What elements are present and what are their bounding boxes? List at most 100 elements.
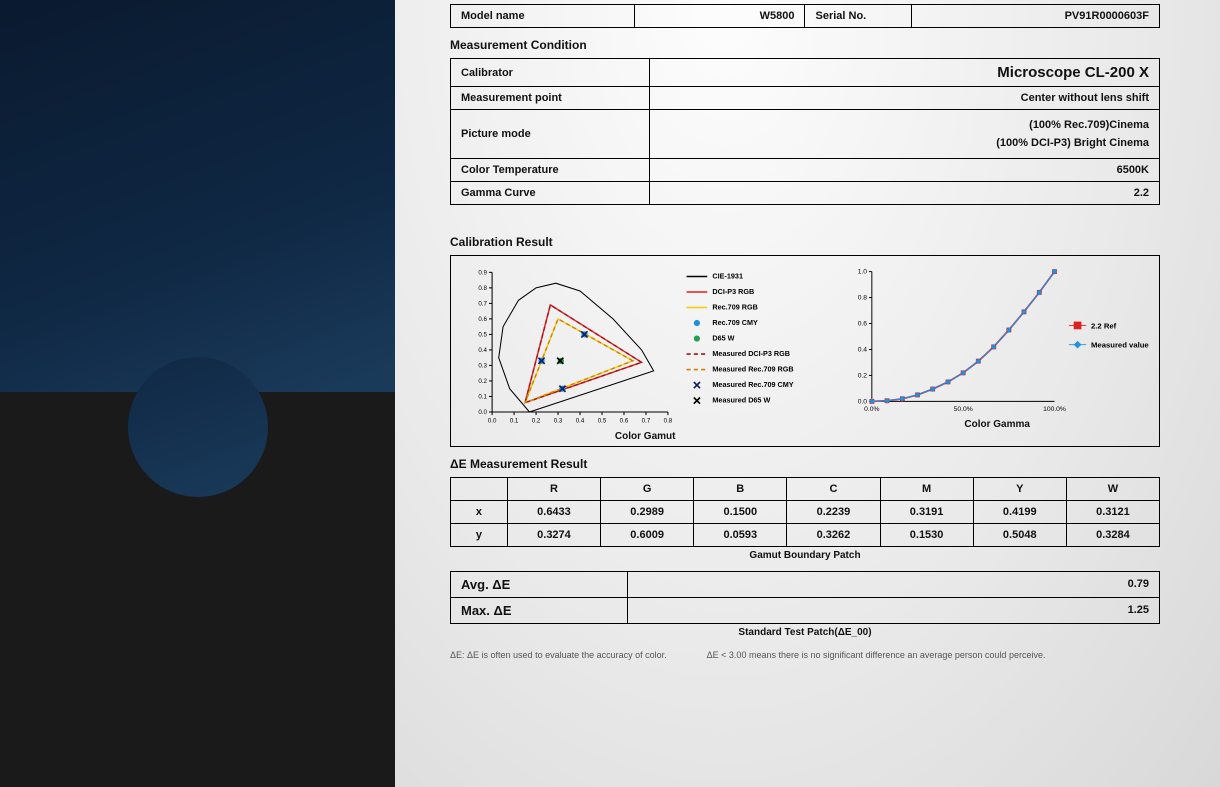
pmode-line1: (100% Rec.709)Cinema bbox=[660, 119, 1149, 131]
de-cell-1-1: 0.3274 bbox=[507, 523, 600, 546]
gamut-caption: Color Gamut bbox=[459, 431, 831, 442]
gamma-caption: Color Gamma bbox=[843, 419, 1151, 430]
svg-text:Measured Rec.709 RGB: Measured Rec.709 RGB bbox=[712, 365, 793, 374]
avg-label: Avg. ΔE bbox=[451, 571, 628, 597]
svg-text:0.1: 0.1 bbox=[510, 417, 519, 424]
svg-text:0.4: 0.4 bbox=[858, 346, 868, 353]
de-table: RGBCMYW x0.64330.29890.15000.22390.31910… bbox=[450, 477, 1160, 547]
svg-text:0.4: 0.4 bbox=[478, 347, 487, 354]
svg-text:0.8: 0.8 bbox=[858, 294, 868, 301]
de-cell-1-5: 0.1530 bbox=[880, 523, 973, 546]
calres-title: Calibration Result bbox=[450, 235, 1160, 249]
svg-text:0.4: 0.4 bbox=[576, 417, 585, 424]
svg-text:0.7: 0.7 bbox=[642, 417, 651, 424]
svg-text:Measured DCI-P3 RGB: Measured DCI-P3 RGB bbox=[712, 349, 790, 358]
summary-caption: Standard Test Patch(ΔE_00) bbox=[450, 627, 1160, 638]
de-col-0 bbox=[451, 477, 508, 500]
foot1: ΔE: ΔE is often used to evaluate the acc… bbox=[450, 650, 667, 660]
svg-text:100.0%: 100.0% bbox=[1043, 406, 1066, 413]
de-cell-0-5: 0.3191 bbox=[880, 500, 973, 523]
de-col-3: B bbox=[694, 477, 787, 500]
svg-text:0.0%: 0.0% bbox=[865, 406, 880, 413]
de-col-7: W bbox=[1066, 477, 1159, 500]
svg-text:Measured Rec.709 CMY: Measured Rec.709 CMY bbox=[712, 380, 793, 389]
gamma-value: 2.2 bbox=[649, 182, 1159, 205]
max-label: Max. ΔE bbox=[451, 597, 628, 623]
de-col-1: R bbox=[507, 477, 600, 500]
ctemp-label: Color Temperature bbox=[451, 159, 650, 182]
svg-text:1.0: 1.0 bbox=[858, 269, 868, 276]
calibrator-value: Microscope CL-200 X bbox=[649, 59, 1159, 87]
svg-text:Measured D65 W: Measured D65 W bbox=[712, 396, 770, 405]
footnotes: ΔE: ΔE is often used to evaluate the acc… bbox=[450, 650, 1160, 660]
de-cell-0-6: 0.4199 bbox=[973, 500, 1066, 523]
de-cell-1-3: 0.0593 bbox=[694, 523, 787, 546]
svg-text:CIE-1931: CIE-1931 bbox=[712, 272, 743, 281]
svg-text:50.0%: 50.0% bbox=[954, 406, 973, 413]
header-table: Model name W5800 Serial No. PV91R0000603… bbox=[450, 4, 1160, 28]
svg-text:0.1: 0.1 bbox=[478, 394, 487, 401]
cond-title: Measurement Condition bbox=[450, 38, 1160, 52]
de-cell-0-3: 0.1500 bbox=[694, 500, 787, 523]
calibration-report: Model name W5800 Serial No. PV91R0000603… bbox=[395, 0, 1220, 787]
svg-text:0.0: 0.0 bbox=[858, 398, 868, 405]
cond-table: Calibrator Microscope CL-200 X Measureme… bbox=[450, 58, 1160, 205]
de-cell-0-0: x bbox=[451, 500, 508, 523]
de-cell-1-4: 0.3262 bbox=[787, 523, 880, 546]
svg-text:0.0: 0.0 bbox=[478, 409, 487, 416]
svg-text:D65 W: D65 W bbox=[712, 334, 734, 343]
svg-text:DCI-P3 RGB: DCI-P3 RGB bbox=[712, 287, 754, 296]
de-caption: Gamut Boundary Patch bbox=[450, 550, 1160, 561]
svg-text:0.0: 0.0 bbox=[488, 417, 497, 424]
svg-text:0.7: 0.7 bbox=[478, 300, 487, 307]
svg-text:0.5: 0.5 bbox=[478, 331, 487, 338]
max-value: 1.25 bbox=[628, 597, 1160, 623]
model-label: Model name bbox=[451, 5, 635, 28]
mpoint-label: Measurement point bbox=[451, 87, 650, 110]
foot2: ΔE < 3.00 means there is no significant … bbox=[707, 650, 1046, 660]
de-col-2: G bbox=[601, 477, 694, 500]
svg-text:0.9: 0.9 bbox=[478, 269, 487, 276]
de-cell-0-4: 0.2239 bbox=[787, 500, 880, 523]
gamut-chart: 0.00.10.20.30.40.50.60.70.80.00.10.20.30… bbox=[459, 262, 831, 442]
ctemp-value: 6500K bbox=[649, 159, 1159, 182]
folder-pocket bbox=[0, 392, 395, 787]
serial-label: Serial No. bbox=[805, 5, 911, 28]
de-col-4: C bbox=[787, 477, 880, 500]
svg-text:0.2: 0.2 bbox=[532, 417, 541, 424]
de-cell-0-2: 0.2989 bbox=[601, 500, 694, 523]
de-col-6: Y bbox=[973, 477, 1066, 500]
svg-text:Rec.709 CMY: Rec.709 CMY bbox=[712, 318, 758, 327]
svg-text:0.3: 0.3 bbox=[554, 417, 563, 424]
summary-table: Avg. ΔE 0.79 Max. ΔE 1.25 bbox=[450, 571, 1160, 624]
pmode-label: Picture mode bbox=[451, 110, 650, 159]
svg-text:0.6: 0.6 bbox=[620, 417, 629, 424]
svg-text:Rec.709 RGB: Rec.709 RGB bbox=[712, 303, 757, 312]
mpoint-value: Center without lens shift bbox=[649, 87, 1159, 110]
de-col-5: M bbox=[880, 477, 973, 500]
svg-text:2.2 Ref: 2.2 Ref bbox=[1091, 321, 1117, 330]
svg-text:0.8: 0.8 bbox=[664, 417, 673, 424]
calibrator-label: Calibrator bbox=[451, 59, 650, 87]
svg-text:0.8: 0.8 bbox=[478, 285, 487, 292]
gamma-label: Gamma Curve bbox=[451, 182, 650, 205]
svg-text:0.5: 0.5 bbox=[598, 417, 607, 424]
model-value: W5800 bbox=[635, 5, 805, 28]
svg-text:0.6: 0.6 bbox=[478, 316, 487, 323]
svg-text:0.2: 0.2 bbox=[478, 378, 487, 385]
svg-text:0.2: 0.2 bbox=[858, 372, 868, 379]
de-cell-1-2: 0.6009 bbox=[601, 523, 694, 546]
pmode-line2: (100% DCI-P3) Bright Cinema bbox=[660, 137, 1149, 149]
de-title: ΔE Measurement Result bbox=[450, 457, 1160, 471]
serial-value: PV91R0000603F bbox=[911, 5, 1159, 28]
charts-row: 0.00.10.20.30.40.50.60.70.80.00.10.20.30… bbox=[450, 255, 1160, 447]
de-cell-1-0: y bbox=[451, 523, 508, 546]
de-cell-0-1: 0.6433 bbox=[507, 500, 600, 523]
de-cell-1-6: 0.5048 bbox=[973, 523, 1066, 546]
de-cell-1-7: 0.3284 bbox=[1066, 523, 1159, 546]
gamma-chart: 0.0 0.2 0.4 0.6 0.8 1.0 0.0% 50.0% 100.0% 2.2 Ref… bbox=[843, 262, 1151, 442]
pmode-value: (100% Rec.709)Cinema (100% DCI-P3) Brigh… bbox=[649, 110, 1159, 159]
svg-text:0.6: 0.6 bbox=[858, 320, 868, 327]
de-cell-0-7: 0.3121 bbox=[1066, 500, 1159, 523]
svg-text:Measured value: Measured value bbox=[1091, 341, 1149, 350]
